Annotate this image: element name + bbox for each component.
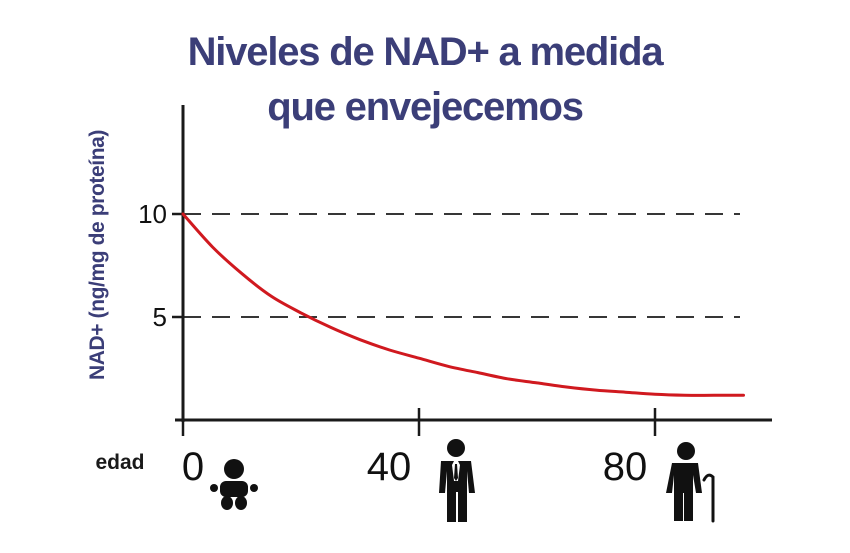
elderly-man-with-cane-icon: [666, 442, 715, 523]
adult-man-icon: [439, 439, 475, 522]
adult-body: [439, 461, 475, 522]
x-ticks: 0 40 80: [181, 408, 657, 489]
elder-head: [677, 442, 695, 460]
y-tick-label-10: 10: [138, 199, 167, 229]
elder-body: [666, 463, 702, 521]
baby-leg-left: [221, 496, 233, 510]
baby-leg-right: [235, 496, 247, 510]
adult-tie: [454, 464, 458, 481]
gridlines: [183, 213, 740, 318]
baby-icon: [210, 459, 258, 510]
chart-title-line-1: Niveles de NAD+ a medida: [188, 30, 665, 74]
baby-hand-left: [210, 484, 218, 492]
x-tick-label-40: 40: [367, 445, 412, 489]
elder-cane: [702, 473, 715, 523]
x-axis-title: edad: [95, 451, 144, 474]
series-line-0: [181, 212, 745, 397]
adult-head: [447, 439, 465, 457]
y-ticks: 5 10: [138, 199, 183, 332]
y-tick-label-5: 5: [153, 302, 167, 332]
chart-title-line-2: que envejecemos: [267, 85, 583, 129]
baby-body: [220, 481, 248, 497]
x-tick-label-80: 80: [603, 445, 648, 489]
baby-head: [224, 459, 244, 479]
x-tick-label-0: 0: [182, 445, 204, 489]
series-layer: [181, 212, 745, 397]
y-axis-title: NAD+ (ng/mg de proteína): [86, 130, 109, 380]
baby-hand-right: [250, 484, 258, 492]
